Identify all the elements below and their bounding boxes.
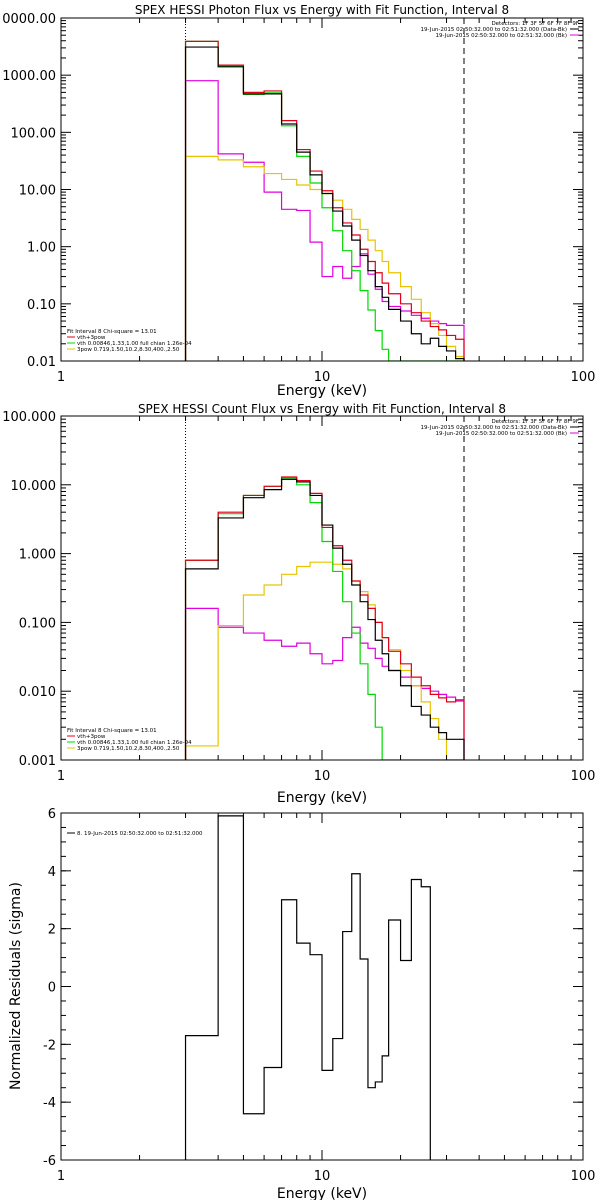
series-8-19-jun-2015-02-50-32-000-to-02-51-32-000 bbox=[184, 815, 431, 1160]
y-tick-label: 2 bbox=[48, 923, 56, 938]
detectors-legend: Detectors: 1F 3F 5F 6F 7F 8F 9F19-Jun-20… bbox=[421, 21, 579, 39]
x-axis-label: Energy (keV) bbox=[277, 383, 367, 399]
count-flux-series bbox=[184, 416, 465, 760]
detectors-header: Detectors: 1F 3F 5F 6F 7F 8F 9F bbox=[491, 21, 579, 27]
y-axis-label: Normalized Residuals (sigma) bbox=[8, 882, 24, 1090]
legend-entry: vth 0.00846,1.33,1.00 full chian 1.26e-0… bbox=[77, 341, 192, 347]
detectors-entry: 19-Jun-2015 02:50:32.000 to 02:51:32.000… bbox=[421, 425, 567, 431]
fit-legend: Fit Interval 8 Chi-square = 13.01vth+3po… bbox=[67, 728, 192, 752]
plot-frame bbox=[60, 812, 584, 1161]
detectors-entry: 19-Jun-2015 02:50:32.000 to 02:51:32.000… bbox=[435, 431, 567, 437]
x-tick-label: 1 bbox=[57, 769, 65, 784]
legend-header: Fit Interval 8 Chi-square = 13.01 bbox=[67, 728, 157, 734]
y-tick-label: 4 bbox=[48, 865, 56, 880]
y-tick-label: 0.10 bbox=[27, 298, 56, 313]
x-tick-label: 100 bbox=[571, 769, 596, 784]
x-tick-label: 1 bbox=[57, 370, 65, 385]
series-3pow bbox=[184, 155, 465, 361]
count-flux-ticks: 1 10 100 0.001 0.010 0.100 1.000 10.000 100.000 bbox=[2, 410, 595, 784]
x-axis-label: Energy (keV) bbox=[277, 790, 367, 806]
legend-entry: 3pow 0.719,1.50,10.2,8.30,400.,2.50 bbox=[77, 746, 180, 752]
detectors-entry: 19-Jun-2015 02:50:32.000 to 02:51:32.000… bbox=[435, 33, 567, 39]
y-tick-label: 0.001 bbox=[19, 754, 56, 769]
y-tick-label: -4 bbox=[43, 1096, 56, 1111]
y-tick-label: 0.01 bbox=[27, 355, 56, 370]
detectors-entry: 19-Jun-2015 02:50:32.000 to 02:51:32.000… bbox=[421, 27, 567, 33]
detectors-header: Detectors: 1F 3F 5F 6F 7F 8F 9F bbox=[491, 419, 579, 425]
series-data bbox=[184, 478, 465, 760]
y-tick-label: 100.00 bbox=[11, 126, 57, 141]
legend-header: Fit Interval 8 Chi-square = 13.01 bbox=[67, 329, 157, 335]
plot-frame bbox=[60, 17, 584, 362]
x-tick-label: 100 bbox=[571, 370, 596, 385]
y-tick-label: 10.000 bbox=[11, 479, 57, 494]
y-tick-label: 0.010 bbox=[19, 685, 56, 700]
series-vth-3pow bbox=[184, 476, 465, 760]
fit-legend: Fit Interval 8 Chi-square = 13.01vth+3po… bbox=[67, 329, 192, 353]
photon-flux-series bbox=[184, 18, 465, 361]
y-tick-label: 6 bbox=[48, 807, 56, 822]
x-tick-label: 10 bbox=[314, 1169, 331, 1184]
series-vth-3pow bbox=[184, 40, 465, 361]
chart-title: SPEX HESSI Count Flux vs Energy with Fit… bbox=[138, 402, 506, 416]
y-tick-label: -2 bbox=[43, 1038, 56, 1053]
y-tick-label: 0000.00 bbox=[2, 12, 56, 27]
plot-frame bbox=[60, 415, 584, 761]
x-tick-label: 100 bbox=[571, 1169, 596, 1184]
photon-flux-ticks: 1 10 100 0.01 0.10 1.00 10.00 100.00 1000.00 0000… bbox=[2, 12, 595, 385]
residuals-ticks: 1 10 100 -6 -4 -2 0 2 4 6 bbox=[43, 807, 595, 1184]
residuals-legend: 8. 19-Jun-2015 02:50:32.000 to 02:51:32.… bbox=[67, 831, 203, 837]
chart-title: SPEX HESSI Photon Flux vs Energy with Fi… bbox=[135, 3, 509, 17]
series-data bbox=[184, 46, 465, 361]
y-tick-label: 100.000 bbox=[2, 410, 56, 425]
series-background bbox=[184, 607, 465, 760]
y-tick-label: 0 bbox=[48, 981, 56, 996]
legend-entry: vth+3pow bbox=[77, 335, 106, 341]
legend-entry: 3pow 0.719,1.50,10.2,8.30,400.,2.50 bbox=[77, 347, 180, 353]
detectors-legend: Detectors: 1F 3F 5F 6F 7F 8F 9F19-Jun-20… bbox=[421, 419, 579, 437]
legend-entry: vth+3pow bbox=[77, 734, 106, 740]
legend-entry: vth 0.00846,1.33,1.00 full chian 1.26e-0… bbox=[77, 740, 192, 746]
residuals-series bbox=[184, 815, 431, 1160]
residuals-panel: 1 10 100 -6 -4 -2 0 2 4 6 Energy (keV) Normalized… bbox=[8, 807, 595, 1200]
x-axis-label: Energy (keV) bbox=[277, 1186, 367, 1200]
legend-entry: 8. 19-Jun-2015 02:50:32.000 to 02:51:32.… bbox=[77, 831, 203, 837]
x-tick-label: 10 bbox=[314, 370, 331, 385]
count-flux-panel: SPEX HESSI Count Flux vs Energy with Fit… bbox=[2, 402, 595, 806]
y-tick-label: 10.00 bbox=[19, 184, 56, 199]
x-tick-label: 1 bbox=[57, 1169, 65, 1184]
y-tick-label: 0.100 bbox=[19, 616, 56, 631]
x-tick-label: 10 bbox=[314, 769, 331, 784]
y-tick-label: 1.00 bbox=[27, 241, 56, 256]
y-tick-label: 1.000 bbox=[19, 548, 56, 563]
y-tick-label: 1000.00 bbox=[2, 69, 56, 84]
photon-flux-panel: SPEX HESSI Photon Flux vs Energy with Fi… bbox=[2, 3, 595, 399]
y-tick-label: -6 bbox=[43, 1154, 56, 1169]
